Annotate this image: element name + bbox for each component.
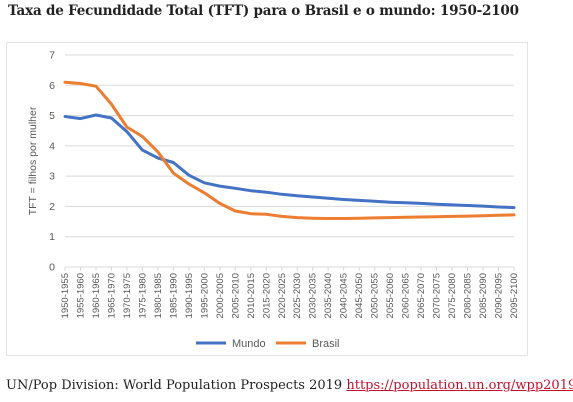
x-tick-label: 1965-1970 — [106, 273, 117, 318]
x-tick-label: 1985-1990 — [168, 273, 179, 318]
x-tick-label: 2030-2035 — [308, 273, 319, 318]
x-tick-label: 1955-1960 — [75, 273, 86, 318]
x-tick-label: 1950-1955 — [60, 273, 71, 318]
source-text: UN/Pop Division: World Population Prospe… — [6, 378, 343, 393]
y-tick-label: 6 — [49, 80, 55, 92]
x-tick-label: 1995-2000 — [199, 273, 210, 318]
y-tick-label: 5 — [49, 110, 55, 122]
x-tick-label: 1990-1995 — [184, 273, 195, 318]
x-tick-label: 1970-1975 — [122, 273, 133, 318]
legend-label-brasil: Brasil — [312, 338, 340, 350]
x-tick-label: 2020-2025 — [277, 273, 288, 318]
x-tick-label: 2025-2030 — [292, 273, 303, 318]
x-tick-label: 2080-2085 — [463, 273, 474, 318]
chart-container: 0 1 2 3 4 5 6 7 TFT = filhos por mulher 1950-1955… — [6, 42, 528, 356]
y-axis-label: TFT = filhos por mulher — [27, 106, 39, 215]
x-tick-label: 2005-2010 — [230, 273, 241, 318]
y-tick-label: 2 — [49, 201, 55, 213]
y-tick-label: 0 — [49, 262, 55, 274]
legend-label-mundo: Mundo — [232, 338, 266, 350]
x-tick-label: 2015-2020 — [261, 273, 272, 318]
x-tick-label: 2055-2060 — [385, 273, 396, 318]
x-tick-label: 2040-2045 — [339, 273, 350, 318]
x-tick-label: 1975-1980 — [137, 273, 148, 318]
x-tick-label: 2085-2090 — [478, 273, 489, 318]
x-tick-label: 2045-2050 — [354, 273, 365, 318]
y-tick-label: 7 — [49, 50, 55, 62]
x-tick-label: 1960-1965 — [91, 273, 102, 318]
series-line-brasil — [63, 80, 516, 220]
x-tick-label: 1980-1985 — [153, 273, 164, 318]
y-tick-label: 4 — [49, 140, 55, 152]
line-chart: 0 1 2 3 4 5 6 7 TFT = filhos por mulher 1950-1955… — [27, 50, 520, 351]
y-tick-label: 3 — [49, 171, 55, 183]
x-tick-label: 2075-2080 — [447, 273, 458, 318]
series-line-mundo — [63, 113, 516, 210]
x-tick-label: 2095-2100 — [509, 273, 520, 318]
y-tick-label: 1 — [49, 231, 55, 243]
x-tick-label: 2070-2075 — [432, 273, 443, 318]
source-link[interactable]: https://population.un.org/wpp2019/ — [346, 378, 573, 393]
source-footer: UN/Pop Division: World Population Prospe… — [6, 378, 573, 393]
x-tick-label: 2000-2005 — [215, 273, 226, 318]
x-tick-label: 2010-2015 — [246, 273, 257, 318]
x-tick-label: 2090-2095 — [494, 273, 505, 318]
x-tick-label: 2035-2040 — [323, 273, 334, 318]
x-tick-label: 2065-2070 — [416, 273, 427, 318]
x-tick-label: 2050-2055 — [370, 273, 381, 318]
x-tick-label: 2060-2065 — [401, 273, 412, 318]
page-title: Taxa de Fecundidade Total (TFT) para o B… — [8, 3, 519, 19]
